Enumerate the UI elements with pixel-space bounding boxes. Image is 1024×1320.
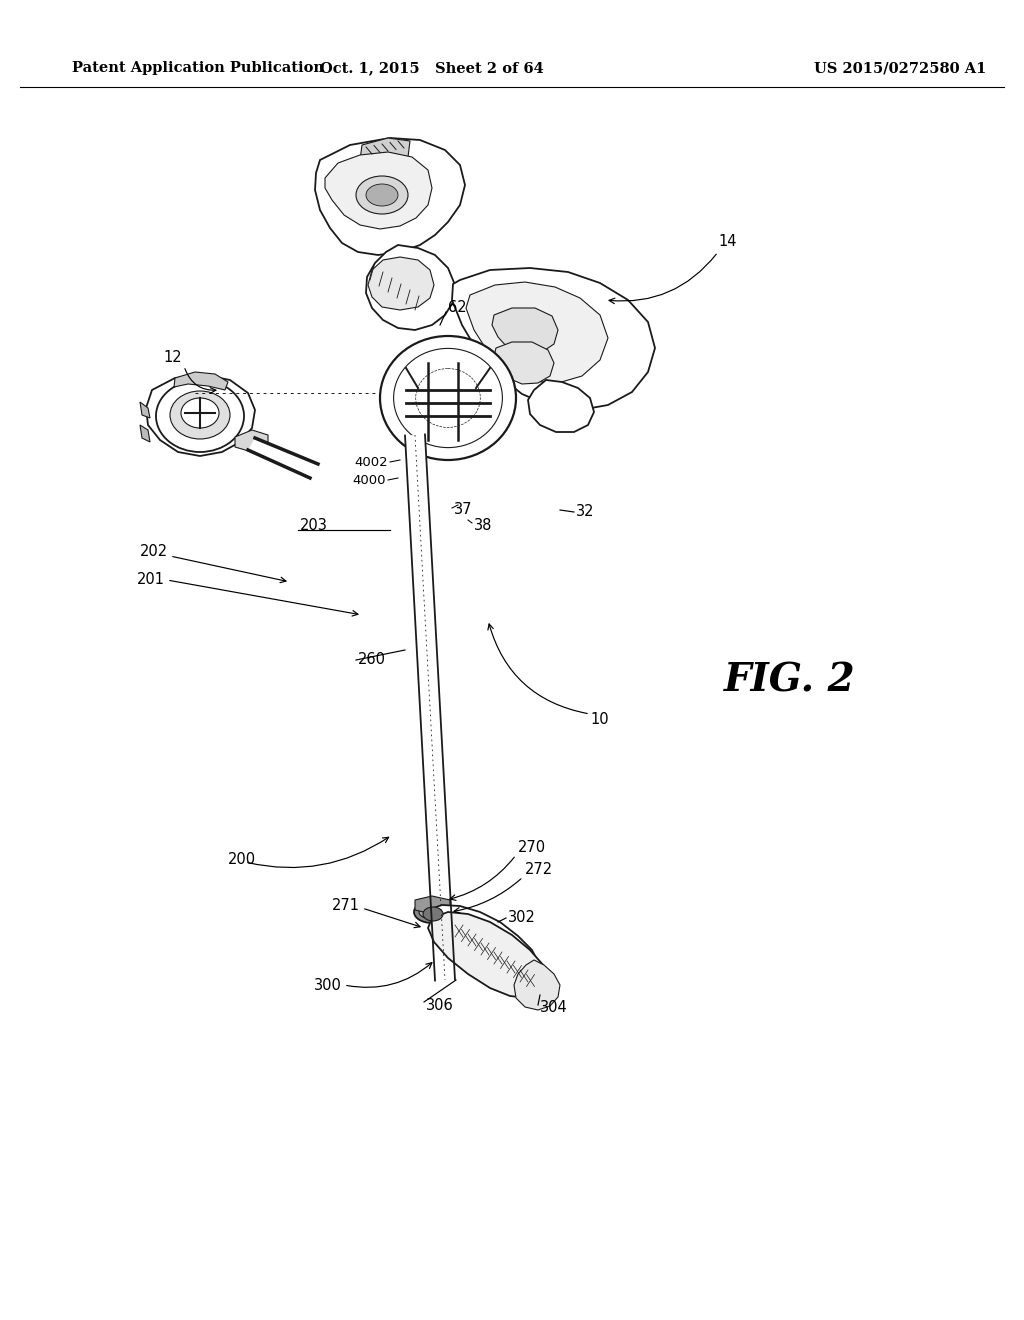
Text: 32: 32: [575, 504, 595, 520]
Text: 10: 10: [590, 713, 608, 727]
Polygon shape: [146, 375, 255, 455]
Text: 203: 203: [300, 517, 328, 532]
Text: 4002: 4002: [354, 455, 388, 469]
Ellipse shape: [170, 391, 230, 440]
Polygon shape: [415, 896, 450, 913]
Polygon shape: [428, 912, 548, 998]
Polygon shape: [140, 425, 150, 442]
Ellipse shape: [414, 902, 450, 923]
Polygon shape: [514, 960, 560, 1010]
Ellipse shape: [393, 348, 503, 447]
Polygon shape: [360, 139, 410, 160]
Text: 12: 12: [164, 351, 182, 366]
Text: 271: 271: [332, 898, 360, 912]
Text: 37: 37: [454, 503, 472, 517]
Polygon shape: [428, 906, 538, 978]
Text: 4000: 4000: [352, 474, 386, 487]
Text: 260: 260: [358, 652, 386, 668]
Ellipse shape: [156, 380, 244, 451]
Text: 38: 38: [474, 517, 493, 532]
Text: 14: 14: [718, 235, 736, 249]
Text: 302: 302: [508, 911, 536, 925]
Text: 270: 270: [518, 841, 546, 855]
Text: 304: 304: [540, 1001, 567, 1015]
Polygon shape: [466, 282, 608, 383]
Polygon shape: [494, 342, 554, 384]
Polygon shape: [406, 434, 455, 981]
Polygon shape: [528, 380, 594, 432]
Ellipse shape: [419, 906, 445, 919]
Polygon shape: [248, 438, 318, 478]
Text: FIG. 2: FIG. 2: [724, 661, 856, 700]
Polygon shape: [492, 308, 558, 354]
Polygon shape: [174, 372, 228, 389]
Text: 202: 202: [140, 544, 168, 560]
Ellipse shape: [423, 907, 443, 921]
Polygon shape: [366, 246, 455, 330]
Text: 200: 200: [228, 853, 256, 867]
Polygon shape: [140, 403, 150, 418]
Text: Patent Application Publication: Patent Application Publication: [72, 61, 324, 75]
Text: 272: 272: [525, 862, 553, 878]
Text: 300: 300: [314, 978, 342, 993]
Text: 306: 306: [426, 998, 454, 1012]
Polygon shape: [368, 257, 434, 310]
Ellipse shape: [380, 337, 516, 459]
Text: Oct. 1, 2015   Sheet 2 of 64: Oct. 1, 2015 Sheet 2 of 64: [321, 61, 544, 75]
Ellipse shape: [181, 399, 219, 428]
Polygon shape: [315, 139, 465, 255]
Polygon shape: [325, 152, 432, 228]
Text: 201: 201: [137, 573, 165, 587]
Text: 62: 62: [449, 301, 467, 315]
Ellipse shape: [356, 176, 408, 214]
Ellipse shape: [366, 183, 398, 206]
Text: US 2015/0272580 A1: US 2015/0272580 A1: [814, 61, 986, 75]
Polygon shape: [452, 268, 655, 411]
Polygon shape: [234, 430, 268, 451]
